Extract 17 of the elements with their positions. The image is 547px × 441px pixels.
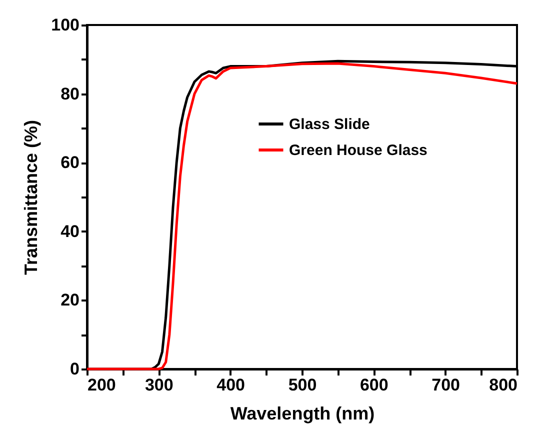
x-tick-label: 400 [216, 376, 246, 394]
x-tick-label: 200 [88, 376, 116, 394]
x-tick-label: 300 [144, 376, 174, 394]
x-tick-label: 800 [489, 376, 518, 394]
x-axis-title: Wavelength (nm) [230, 404, 375, 424]
x-tick-label: 700 [432, 376, 460, 394]
y-tick-label: 0 [70, 360, 80, 378]
legend-label: Green House Glass [289, 142, 428, 159]
x-tick-label: 500 [288, 376, 317, 394]
x-tick-label: 600 [360, 376, 388, 394]
y-axis-title: Transmittance (%) [21, 120, 42, 276]
y-tick-label: 40 [60, 222, 80, 241]
y-tick-label: 20 [60, 290, 80, 310]
y-tick-label: 100 [51, 16, 80, 34]
y-tick-label: 60 [60, 153, 80, 172]
y-tick-label: 80 [60, 84, 80, 104]
legend-label: Glass Slide [289, 116, 370, 133]
